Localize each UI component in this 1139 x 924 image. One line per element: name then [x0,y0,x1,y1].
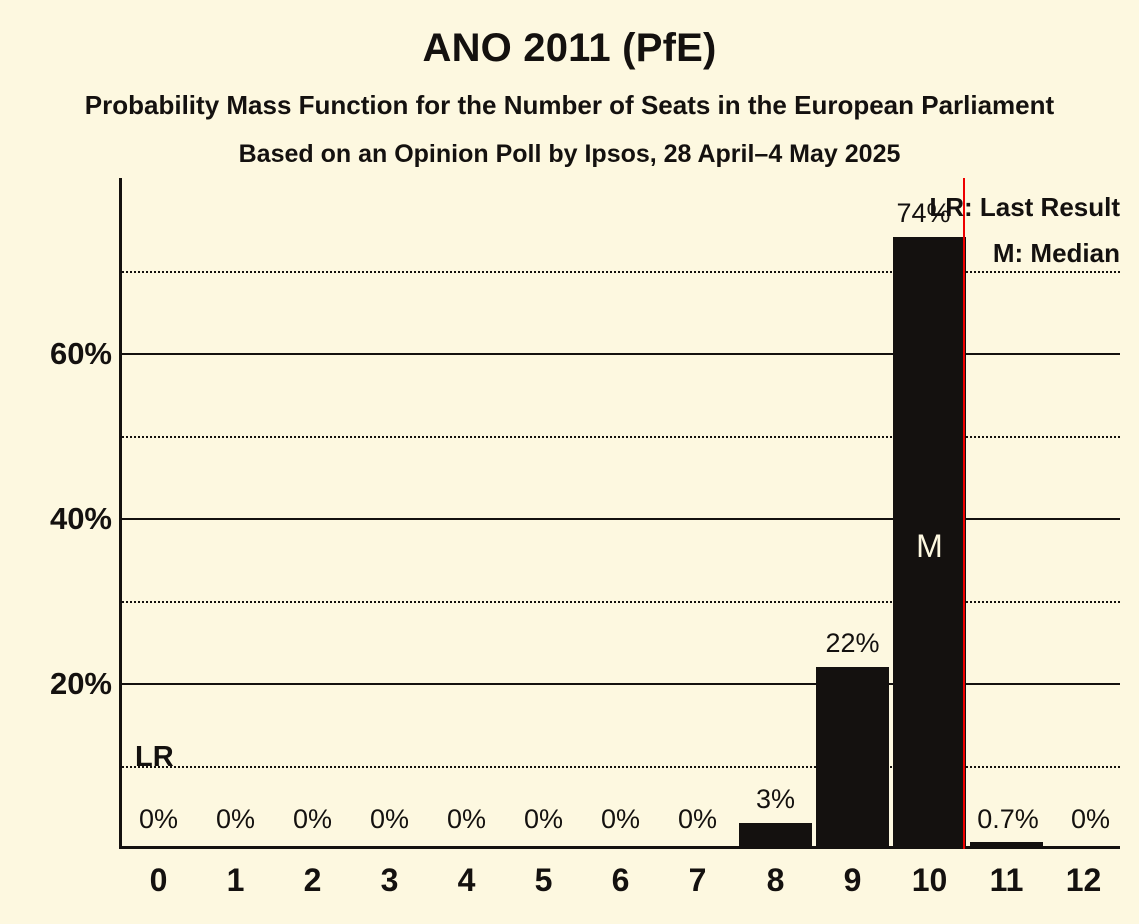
x-tick-0: 0 [149,862,168,898]
gridline-50 [119,436,1120,438]
bar-value-8: 3% [755,784,796,814]
bar-9[interactable] [816,667,889,848]
gridline-10 [119,766,1120,768]
y-tick-40: 40% [49,501,112,536]
y-axis-tick-labels: 20% 40% 60% [0,178,112,849]
bar-value-5: 0% [523,804,564,834]
x-tick-5: 5 [534,862,553,898]
bar-value-1: 0% [215,804,256,834]
gridline-40 [119,518,1120,520]
x-tick-3: 3 [380,862,399,898]
gridline-30 [119,601,1120,603]
legend-median: M: Median [992,238,1120,268]
x-axis-line [119,846,1120,849]
x-tick-11: 11 [989,862,1024,898]
last-result-marker-label: LR [135,741,174,773]
y-axis-line [119,178,122,849]
plot-area: LR M 0% 0% 0% 0% 0% 0% 0% 0% 3% 22% 74% … [119,178,1120,849]
legend-last-result: LR: Last Result [929,192,1120,222]
y-tick-60: 60% [49,336,112,371]
bar-value-2: 0% [292,804,333,834]
page-title: ANO 2011 (PfE) [422,26,717,70]
bar-value-0: 0% [138,804,179,834]
x-tick-8: 8 [766,862,785,898]
last-result-line [963,178,965,849]
bar-value-3: 0% [369,804,410,834]
bar-10[interactable] [893,237,966,848]
x-tick-9: 9 [843,862,862,898]
bar-8[interactable] [739,823,812,848]
bar-value-9: 22% [825,628,880,658]
chart-subtitle: Probability Mass Function for the Number… [84,90,1055,120]
y-tick-20: 20% [49,666,112,701]
bar-value-10: 74% [896,198,951,228]
bar-value-11: 0.7% [977,804,1039,834]
bar-value-12: 0% [1070,804,1111,834]
bar-11[interactable] [970,842,1043,848]
x-tick-4: 4 [457,862,476,898]
bar-value-6: 0% [600,804,641,834]
gridline-60 [119,353,1120,355]
gridline-20 [119,683,1120,685]
x-tick-10: 10 [911,862,948,898]
x-tick-2: 2 [303,862,322,898]
median-marker-label: M [916,528,943,564]
x-tick-12: 12 [1065,862,1102,898]
x-tick-7: 7 [688,862,707,898]
bar-value-7: 0% [677,804,718,834]
x-axis-tick-labels: 0 1 2 3 4 5 6 7 8 9 10 11 12 [119,862,1120,912]
gridline-70 [119,271,1120,273]
x-tick-6: 6 [611,862,630,898]
chart-source-line: Based on an Opinion Poll by Ipsos, 28 Ap… [238,140,901,168]
bar-value-4: 0% [446,804,487,834]
chart-legend: LR: Last Result M: Median [929,184,1120,276]
x-tick-1: 1 [226,862,245,898]
